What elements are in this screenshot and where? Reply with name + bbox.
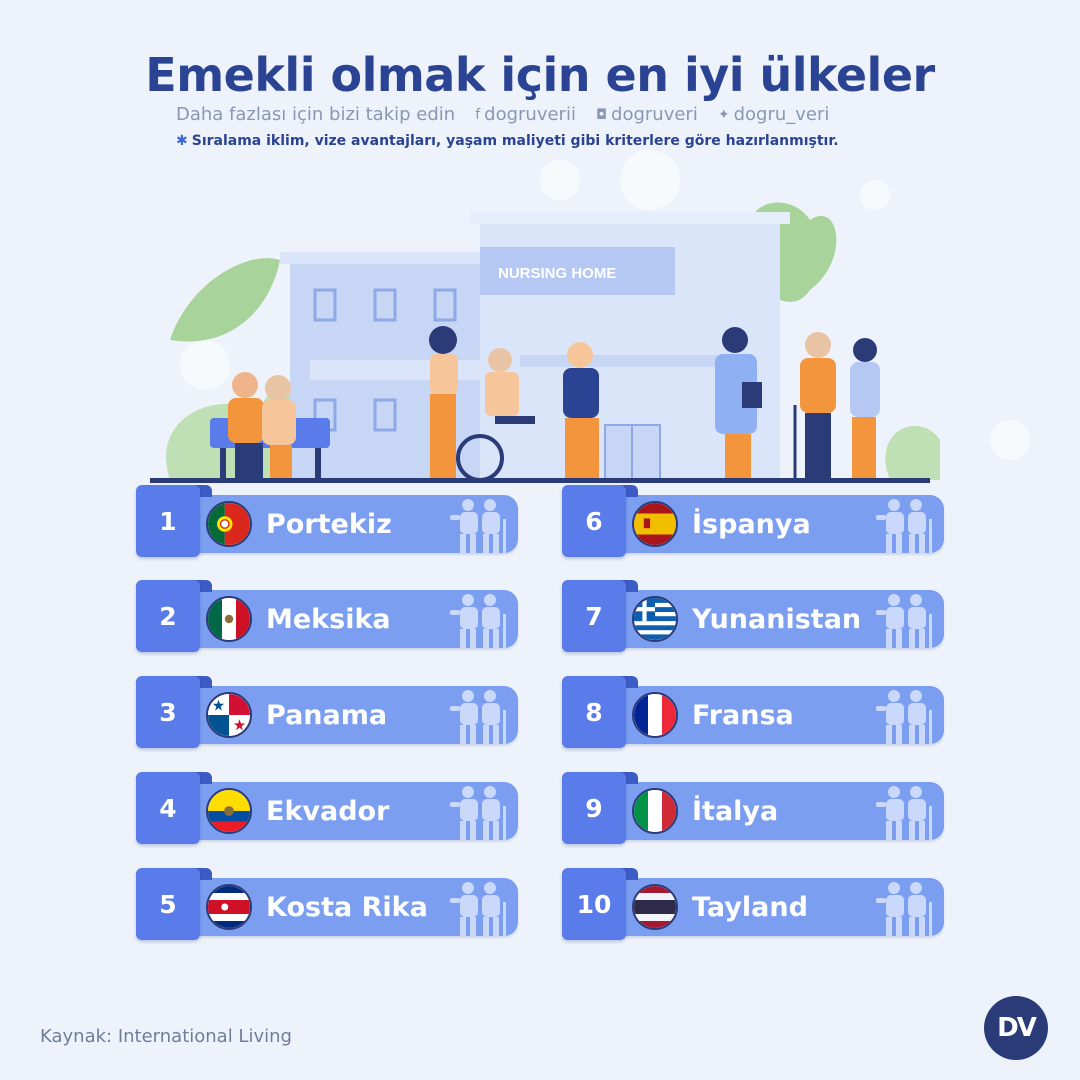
facebook-icon: f <box>475 106 481 123</box>
rank-number: 3 <box>159 697 177 727</box>
rank-tab <box>136 580 200 652</box>
ranking-card-4: 4 Ekvador <box>136 772 526 848</box>
country-name: İtalya <box>692 795 779 827</box>
note-text: Sıralama iklim, vize avantajları, yaşam … <box>191 133 839 149</box>
elderly-couple-icon <box>872 880 938 936</box>
elderly-couple-icon <box>872 784 938 840</box>
caregiver-woman <box>430 354 458 394</box>
ranking-card-6: 6 İspanya <box>562 485 952 561</box>
twitter-icon: ✦ <box>717 106 730 123</box>
elderly-couple-icon <box>872 688 938 744</box>
instagram-link[interactable]: ◘ dogruveri <box>596 104 698 125</box>
ground-line <box>150 478 930 483</box>
ranking-card-1: 1 Portekiz <box>136 485 526 561</box>
costa-rica-flag-icon <box>206 884 252 930</box>
panama-flag-icon <box>206 692 252 738</box>
country-name: Panama <box>266 699 388 731</box>
walking-caregiver <box>850 362 880 417</box>
building-sign: NURSING HOME <box>498 265 616 282</box>
france-flag-icon <box>632 692 678 738</box>
elderly-couple-icon <box>446 880 512 936</box>
walking-elderly-man <box>800 358 836 413</box>
rank-tab <box>136 676 200 748</box>
rank-tab <box>136 772 200 844</box>
building-sign-board <box>480 247 675 295</box>
rank-number: 4 <box>159 793 177 823</box>
spain-flag-icon <box>632 501 678 547</box>
country-name: İspanya <box>692 508 811 540</box>
rank-tab <box>562 485 626 557</box>
ecuador-flag-icon <box>206 788 252 834</box>
rank-number: 6 <box>585 506 603 536</box>
country-name: Fransa <box>692 699 794 731</box>
ranking-card-7: 7 Yunanistan <box>562 580 952 656</box>
wheelchair-man <box>485 372 519 416</box>
wheelchair <box>456 434 504 482</box>
ranking-card-9: 9 İtalya <box>562 772 952 848</box>
rank-number: 8 <box>585 697 603 727</box>
country-name: Portekiz <box>266 508 392 540</box>
italy-flag-icon <box>632 788 678 834</box>
asterisk-icon: ✱ <box>176 133 188 149</box>
instagram-icon: ◘ <box>595 106 608 123</box>
source-text: Kaynak: International Living <box>40 1026 292 1047</box>
rank-number: 5 <box>159 889 177 919</box>
follow-text: Daha fazlası için bizi takip edin <box>176 104 456 125</box>
ranking-card-5: 5 Kosta Rika <box>136 868 526 944</box>
country-name: Ekvador <box>266 795 390 827</box>
doctor <box>715 354 757 434</box>
mexico-flag-icon <box>206 596 252 642</box>
right-ground-bush <box>885 425 940 480</box>
elderly-couple-icon <box>446 592 512 648</box>
methodology-note: ✱ Sıralama iklim, vize avantajları, yaşam… <box>176 133 936 149</box>
elderly-couple-icon <box>872 497 938 553</box>
twitter-link[interactable]: ✦ dogru_veri <box>718 104 830 125</box>
ranking-card-8: 8 Fransa <box>562 676 952 752</box>
rank-tab <box>136 485 200 557</box>
rank-number: 9 <box>585 793 603 823</box>
elderly-couple-icon <box>872 592 938 648</box>
thailand-flag-icon <box>632 884 678 930</box>
elderly-couple-icon <box>446 688 512 744</box>
facebook-handle: dogruverii <box>484 104 576 125</box>
country-name: Tayland <box>692 891 808 923</box>
country-name: Kosta Rika <box>266 891 428 923</box>
country-name: Yunanistan <box>692 603 862 635</box>
elderly-couple-icon <box>446 784 512 840</box>
ranking-card-2: 2 Meksika <box>136 580 526 656</box>
facebook-link[interactable]: f dogruverii <box>475 104 576 125</box>
rank-tab <box>562 580 626 652</box>
ranking-card-3: 3 Panama <box>136 676 526 752</box>
seated-man <box>228 398 264 443</box>
elderly-couple-icon <box>446 497 512 553</box>
rank-number: 7 <box>585 601 603 631</box>
social-follow-row: Daha fazlası için bizi takip edin f dogr… <box>176 104 896 125</box>
page-title: Emekli olmak için en iyi ülkeler <box>145 48 935 102</box>
standing-elderly-woman <box>563 368 599 418</box>
left-leaf <box>170 258 280 342</box>
rank-number: 1 <box>159 506 177 536</box>
seated-woman <box>262 400 296 445</box>
greece-flag-icon <box>632 596 678 642</box>
rank-tab <box>562 676 626 748</box>
twitter-handle: dogru_veri <box>733 104 830 125</box>
ranking-card-10: 10 Tayland <box>562 868 952 944</box>
nursing-home-illustration: NURSING HOME <box>150 202 940 483</box>
rank-tab <box>562 868 626 940</box>
rank-number: 10 <box>576 889 612 919</box>
portugal-flag-icon <box>206 501 252 547</box>
rank-tab <box>562 772 626 844</box>
rank-tab <box>136 868 200 940</box>
instagram-handle: dogruveri <box>611 104 698 125</box>
country-name: Meksika <box>266 603 391 635</box>
rank-number: 2 <box>159 601 177 631</box>
dv-logo: DV <box>984 996 1048 1060</box>
